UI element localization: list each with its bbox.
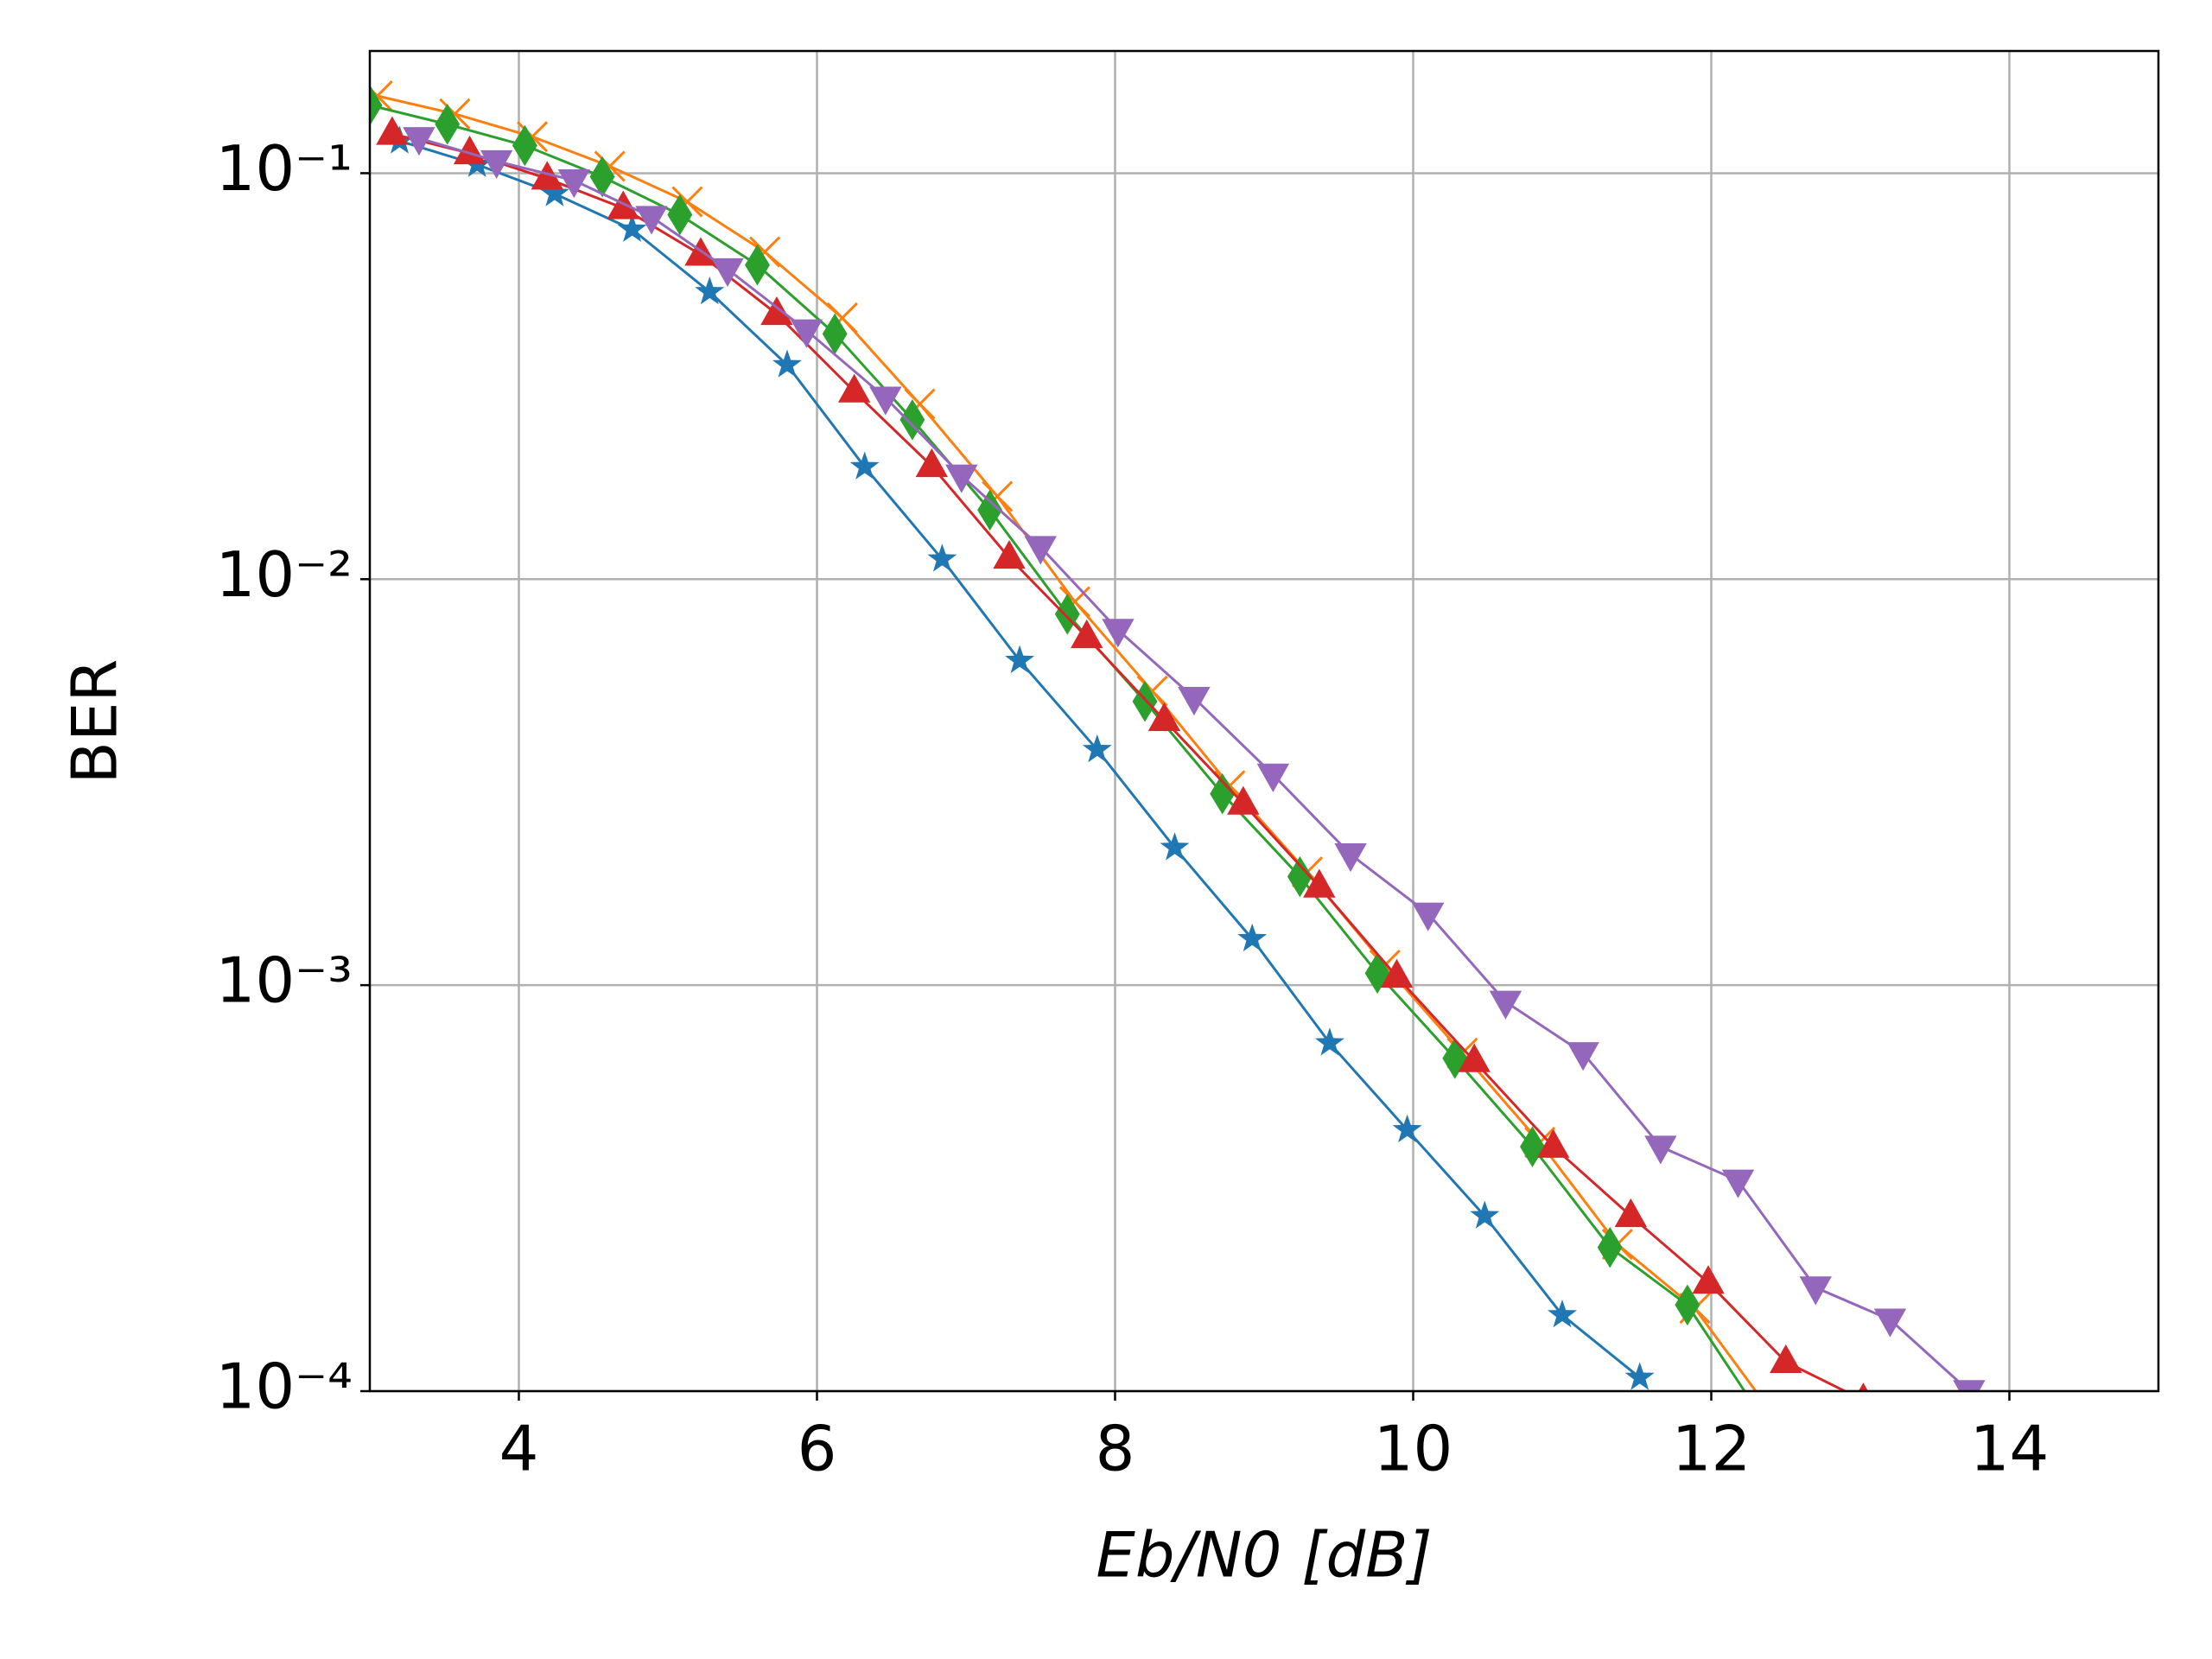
marker (1392, 1114, 1422, 1143)
marker (869, 386, 902, 416)
marker (1334, 843, 1367, 873)
marker (403, 127, 435, 156)
marker (453, 135, 486, 165)
marker (1256, 763, 1290, 792)
marker (1071, 619, 1103, 649)
marker (480, 149, 513, 180)
marker (1873, 1308, 1907, 1338)
marker (772, 349, 802, 378)
marker (1364, 952, 1390, 995)
marker (1858, 1382, 1869, 1391)
x-tick-label: 14 (1970, 1413, 2050, 1485)
marker (1210, 772, 1236, 815)
y-tick-label: 10⁻⁴ (216, 1351, 353, 1423)
marker (695, 276, 725, 305)
marker (1644, 1135, 1677, 1165)
marker (635, 206, 668, 235)
marker (435, 103, 461, 145)
marker (837, 373, 871, 403)
marker (1314, 1027, 1344, 1056)
marker (1458, 1043, 1491, 1072)
marker (1536, 1128, 1570, 1158)
marker (1227, 785, 1260, 815)
marker (1567, 1042, 1599, 1071)
marker (557, 169, 591, 199)
marker (512, 124, 537, 167)
marker (1287, 855, 1313, 898)
marker (1160, 832, 1190, 861)
marker (849, 451, 880, 480)
plot-area (370, 79, 1986, 1391)
marker (667, 194, 693, 236)
marker (617, 213, 647, 242)
marker (1237, 923, 1268, 952)
marker (745, 244, 770, 286)
marker (1005, 645, 1035, 673)
marker (1470, 1200, 1500, 1229)
x-tick-label: 12 (1672, 1413, 1751, 1485)
marker (1082, 734, 1112, 763)
marker (370, 85, 383, 126)
marker (977, 489, 1003, 531)
marker (822, 313, 848, 355)
marker (1614, 1198, 1648, 1228)
x-tick-label: 4 (499, 1413, 539, 1485)
marker (945, 464, 978, 493)
marker (1721, 1169, 1755, 1198)
marker (1692, 1265, 1725, 1294)
marker (1675, 1284, 1700, 1326)
marker (1597, 1226, 1623, 1268)
x-tick-label: 10 (1374, 1413, 1453, 1485)
marker (927, 543, 957, 572)
marker (1489, 990, 1522, 1020)
marker (1412, 902, 1445, 931)
y-tick-label: 10⁻³ (216, 944, 353, 1017)
marker (370, 79, 393, 112)
marker (1178, 686, 1211, 716)
marker (1380, 958, 1414, 988)
x-tick-label: 6 (798, 1413, 837, 1485)
x-tick-label: 8 (1096, 1413, 1135, 1485)
marker (539, 178, 569, 207)
x-axis-label: Eb/N0 [dB] (1096, 1519, 1432, 1592)
marker (589, 156, 615, 198)
marker (993, 539, 1026, 569)
marker (1102, 619, 1135, 648)
marker (1024, 536, 1057, 565)
axes: 4 6 8 10 12 14 10⁻⁴ 10⁻³ 10⁻² 10⁻¹ (216, 132, 2050, 1485)
marker (1953, 1380, 1986, 1391)
marker (915, 448, 949, 478)
y-tick-label: 10⁻¹ (216, 132, 353, 205)
y-tick-label: 10⁻² (216, 538, 353, 611)
marker (1624, 1362, 1655, 1390)
marker (760, 296, 793, 326)
marker (1303, 868, 1336, 898)
y-axis-label: BER (59, 659, 131, 785)
marker (376, 116, 409, 145)
marker (531, 161, 563, 190)
marker (1548, 1300, 1577, 1328)
marker (1770, 1344, 1802, 1373)
marker (711, 257, 744, 287)
marker (1147, 702, 1181, 731)
marker (1799, 1276, 1832, 1306)
marker (790, 319, 823, 348)
axes-frame (368, 49, 2160, 1393)
